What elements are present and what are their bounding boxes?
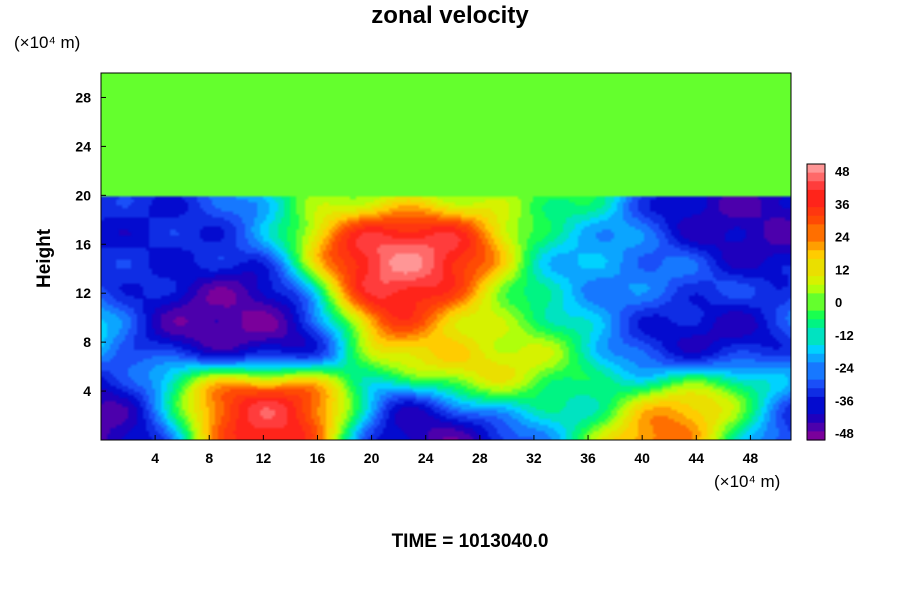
colorbar-band [807,379,825,389]
colorbar-band [807,258,825,269]
x-tick-group: 4 8 12 16 20 24 28 32 36 40 44 48 [151,435,758,466]
colorbar-tick-label: -24 [835,361,855,376]
colorbar-band [807,284,825,294]
x-tick-label: 40 [634,450,650,466]
colorbar-band [807,224,825,234]
x-tick-label: 24 [418,450,434,466]
colorbar-band [807,293,825,303]
colorbar-tick-label: -12 [835,328,854,343]
colorbar-band [807,172,825,182]
colorbar-tick-label: 24 [835,230,850,245]
colorbar-band [807,267,825,277]
y-tick-label: 12 [75,285,91,301]
y-axis-unit: (×10⁴ m) [14,33,81,52]
x-tick-label: 32 [526,450,542,466]
time-label: TIME = 1013040.0 [391,531,549,552]
colorbar-band [807,181,825,191]
colorbar-band [807,396,825,407]
x-tick-label: 16 [310,450,326,466]
colorbar-band [807,198,825,208]
velocity-field [101,73,791,440]
x-tick-label: 20 [364,450,380,466]
colorbar-band [807,319,825,329]
y-tick-label: 8 [83,334,91,350]
colorbar-tick-label: -36 [835,393,854,408]
colorbar-tick-group: 48 36 24 12 0 -12 -24 -36 -48 [835,164,855,441]
colorbar-frame [806,163,826,441]
colorbar-band [807,422,825,432]
plot-frame [100,72,792,441]
colorbar-band [807,405,825,415]
y-tick-label: 16 [75,236,91,252]
x-tick-label: 12 [256,450,272,466]
colorbar [806,163,826,441]
colorbar-band [807,276,825,286]
x-tick-label: 44 [689,450,705,466]
colorbar-band [807,164,825,174]
x-tick-label: 48 [743,450,759,466]
colorbar-band [807,388,825,398]
colorbar-band [807,371,825,381]
colorbar-tick-label: 12 [835,262,849,277]
colorbar-band [807,189,825,200]
x-tick-label: 8 [205,450,213,466]
colorbar-band [807,431,825,441]
colorbar-band [807,215,825,225]
x-axis-unit: (×10⁴ m) [714,472,781,491]
x-tick-label: 28 [472,450,488,466]
x-tick-label: 36 [580,450,596,466]
colorbar-band [807,336,825,346]
colorbar-tick-label: -48 [835,426,854,441]
colorbar-band [807,241,825,251]
y-tick-label: 4 [83,383,91,399]
colorbar-band [807,362,825,372]
colorbar-band [807,353,825,363]
colorbar-band [807,302,825,312]
y-tick-group: 4 8 12 16 20 24 28 [75,89,106,399]
colorbar-tick-label: 48 [835,164,849,179]
y-tick-label: 24 [75,138,91,154]
colorbar-band [807,250,825,260]
y-tick-label: 20 [75,187,91,203]
colorbar-band [807,327,825,338]
colorbar-band [807,207,825,217]
y-tick-label: 28 [75,89,91,105]
colorbar-band [807,310,825,320]
colorbar-tick-label: 36 [835,197,849,212]
colorbar-band [807,414,825,424]
colorbar-band [807,345,825,355]
colorbar-band [807,233,825,243]
colorbar-tick-label: 0 [835,295,842,310]
chart-title: zonal velocity [371,2,529,29]
x-tick-label: 4 [151,450,159,466]
